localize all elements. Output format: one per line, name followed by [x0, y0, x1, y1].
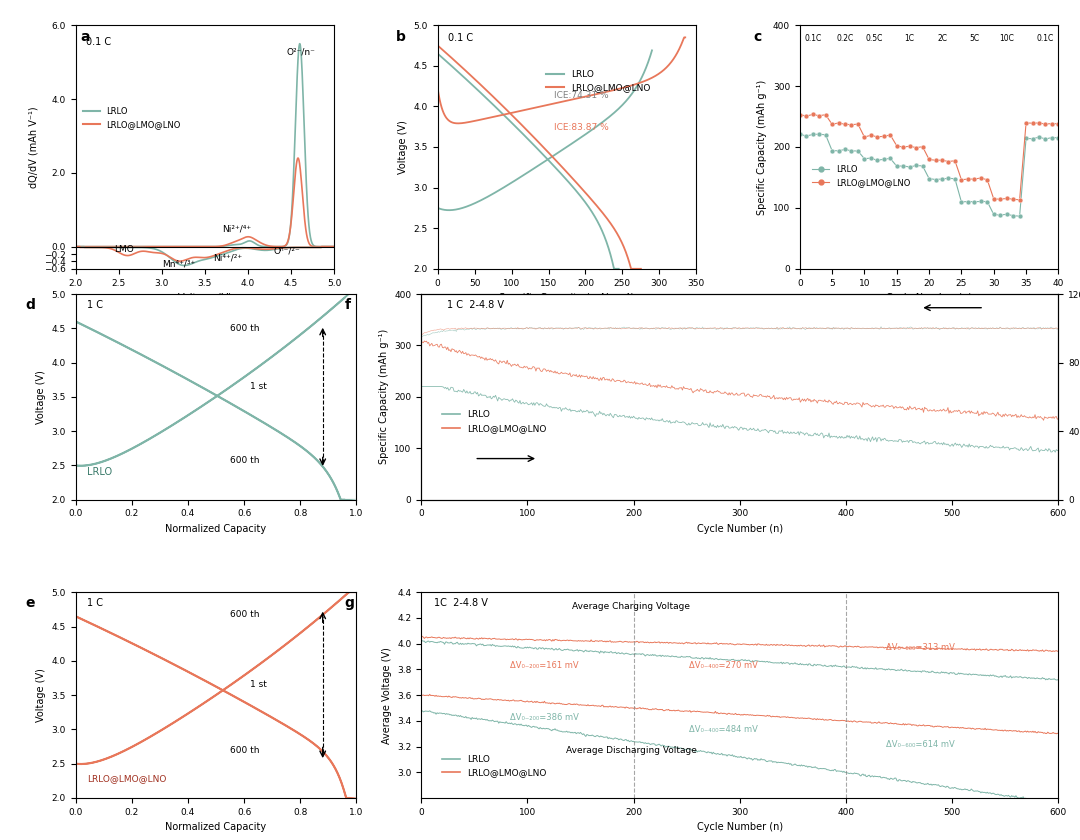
Y-axis label: Average Voltage (V): Average Voltage (V) [381, 647, 392, 743]
Text: c: c [753, 30, 761, 44]
X-axis label: Voltage (V): Voltage (V) [178, 293, 232, 303]
Text: 0.1 C: 0.1 C [448, 33, 473, 43]
Text: LMO: LMO [114, 244, 134, 254]
Y-axis label: Voltage (V): Voltage (V) [36, 370, 46, 424]
Text: LRLO: LRLO [86, 467, 112, 477]
Text: 5C: 5C [969, 34, 980, 44]
Text: 600 th: 600 th [230, 610, 259, 619]
Text: 1 C: 1 C [86, 598, 103, 608]
Text: 0.5C: 0.5C [865, 34, 882, 44]
Text: 1C  2-4.8 V: 1C 2-4.8 V [434, 598, 488, 608]
Y-axis label: Voltage (V): Voltage (V) [399, 120, 408, 174]
Text: 1 C: 1 C [86, 300, 103, 310]
Text: 1 st: 1 st [249, 680, 267, 689]
Text: 1 st: 1 st [249, 381, 267, 391]
Text: Ni²⁺/⁴⁺: Ni²⁺/⁴⁺ [222, 225, 252, 234]
Text: Mn⁴⁺/³⁺: Mn⁴⁺/³⁺ [162, 260, 195, 269]
Y-axis label: Specific Capacity (mAh g⁻¹): Specific Capacity (mAh g⁻¹) [757, 79, 767, 215]
Text: g: g [345, 596, 354, 611]
Legend: LRLO, LRLO@LMO@LNO: LRLO, LRLO@LMO@LNO [438, 752, 551, 781]
Text: a: a [81, 30, 91, 44]
Text: 600 th: 600 th [230, 455, 259, 465]
Text: ICE:83.87 %: ICE:83.87 % [554, 123, 609, 132]
Text: ΔV₀₋₄₀₀=484 mV: ΔV₀₋₄₀₀=484 mV [689, 725, 758, 734]
Text: 600 th: 600 th [230, 324, 259, 333]
Text: Average Charging Voltage: Average Charging Voltage [572, 601, 690, 611]
Text: 10C: 10C [999, 34, 1014, 44]
X-axis label: Normalized Capacity: Normalized Capacity [165, 822, 267, 832]
Text: ΔV₀₋₆₀₀=313 mV: ΔV₀₋₆₀₀=313 mV [887, 643, 955, 652]
X-axis label: Cycle Number (n): Cycle Number (n) [886, 293, 972, 303]
Legend: LRLO, LRLO@LMO@LNO: LRLO, LRLO@LMO@LNO [438, 407, 551, 437]
Text: Average Discharging Voltage: Average Discharging Voltage [566, 746, 697, 755]
Text: e: e [25, 596, 35, 611]
Y-axis label: Voltage (V): Voltage (V) [36, 668, 46, 722]
Text: Oⁿ⁻/²⁻: Oⁿ⁻/²⁻ [274, 246, 300, 255]
Text: 0.1C: 0.1C [805, 34, 821, 44]
X-axis label: Normalized Capacity: Normalized Capacity [165, 524, 267, 534]
X-axis label: Cycle Number (n): Cycle Number (n) [697, 524, 783, 534]
X-axis label: Cycle Number (n): Cycle Number (n) [697, 822, 783, 832]
Text: 1C: 1C [905, 34, 915, 44]
Legend: LRLO, LRLO@LMO@LNO: LRLO, LRLO@LMO@LNO [809, 162, 914, 191]
Y-axis label: dQ/dV (mAh V⁻¹): dQ/dV (mAh V⁻¹) [28, 106, 39, 188]
Text: f: f [345, 298, 351, 312]
Text: 2C: 2C [937, 34, 947, 44]
Y-axis label: Specific Capacity (mAh g⁻¹): Specific Capacity (mAh g⁻¹) [379, 329, 389, 465]
Text: 1 C  2-4.8 V: 1 C 2-4.8 V [447, 300, 503, 310]
X-axis label: Specific Capacity (mAh g⁻¹): Specific Capacity (mAh g⁻¹) [499, 293, 635, 303]
Legend: LRLO, LRLO@LMO@LNO: LRLO, LRLO@LMO@LNO [542, 66, 654, 96]
Text: b: b [396, 30, 406, 44]
Text: ΔV₀₋₆₀₀=614 mV: ΔV₀₋₆₀₀=614 mV [887, 739, 955, 748]
Text: ΔV₀₋₂₀₀=161 mV: ΔV₀₋₂₀₀=161 mV [511, 661, 579, 670]
Text: d: d [25, 298, 35, 312]
Text: 600 th: 600 th [230, 746, 259, 755]
Text: O²⁻/n⁻: O²⁻/n⁻ [287, 48, 315, 57]
Text: ICE:74.31 %: ICE:74.31 % [554, 92, 609, 100]
Text: LRLO@LMO@LNO: LRLO@LMO@LNO [86, 774, 166, 784]
Text: 0.1C: 0.1C [1037, 34, 1054, 44]
Text: 0.2C: 0.2C [836, 34, 853, 44]
Legend: LRLO, LRLO@LMO@LNO: LRLO, LRLO@LMO@LNO [80, 103, 185, 132]
Text: ΔV₀₋₂₀₀=386 mV: ΔV₀₋₂₀₀=386 mV [511, 713, 579, 722]
Text: ΔV₀₋₄₀₀=270 mV: ΔV₀₋₄₀₀=270 mV [689, 661, 758, 670]
Text: Ni⁴⁺/²⁺: Ni⁴⁺/²⁺ [214, 254, 243, 263]
Text: 0.1 C: 0.1 C [86, 38, 111, 47]
